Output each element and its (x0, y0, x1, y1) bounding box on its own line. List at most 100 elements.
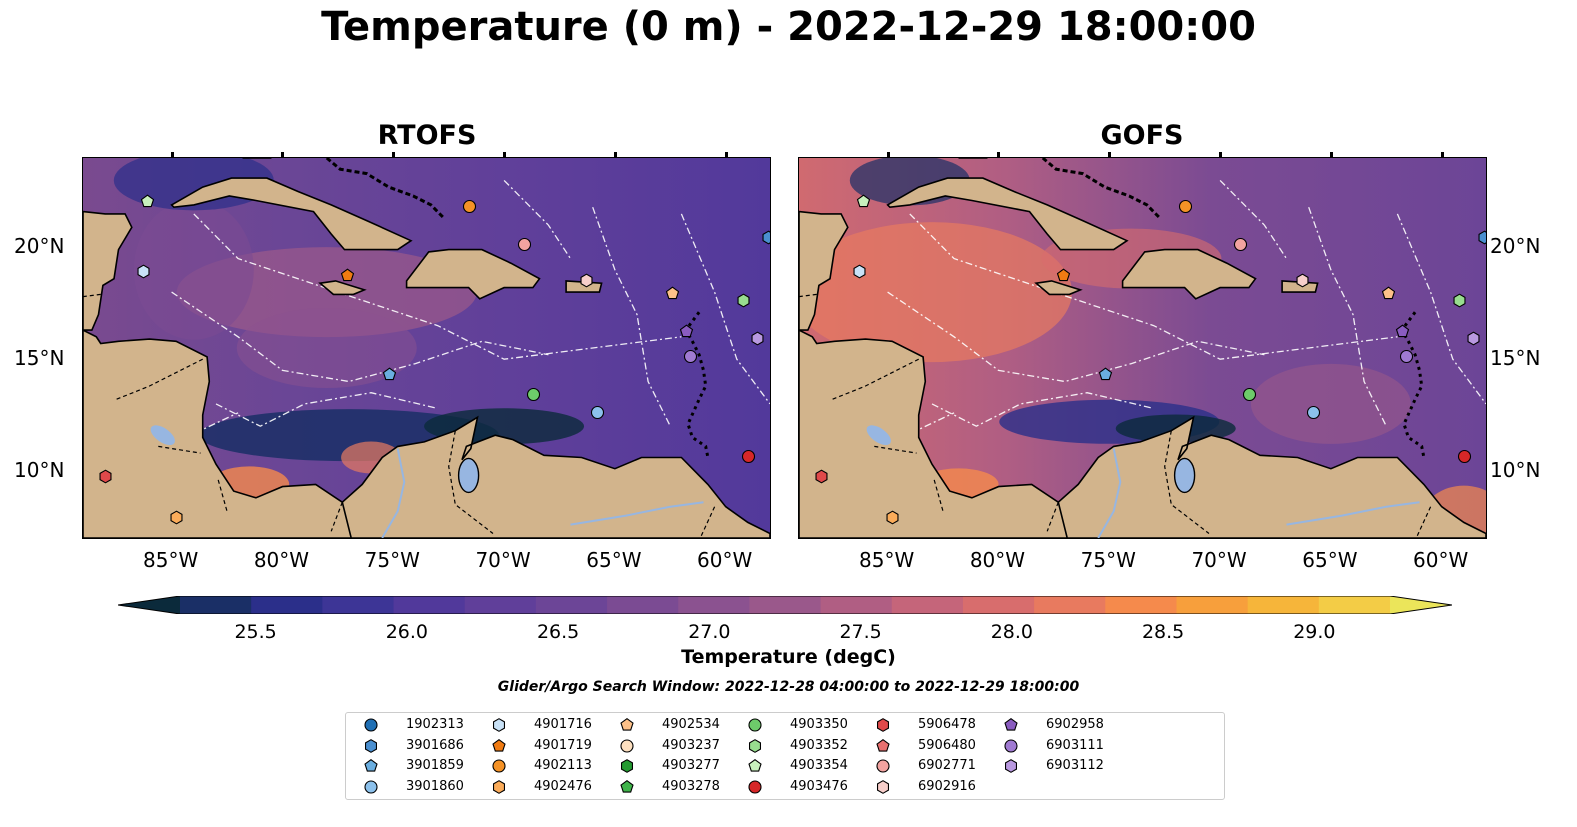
colorbar-tick-label: 25.5 (234, 621, 277, 643)
search-window-text: Glider/Argo Search Window: 2022-12-28 04… (497, 679, 1080, 695)
float-marker-4902113 (1178, 198, 1192, 213)
country-border (158, 445, 201, 454)
float-marker-6903111 (1400, 348, 1414, 363)
colorbar (117, 595, 1453, 615)
lake-maracaibo (1173, 457, 1196, 494)
country-border (1416, 506, 1432, 537)
float-marker-4902113 (462, 198, 476, 213)
lon-tick-mark (170, 152, 174, 158)
yucatan-land (83, 210, 133, 331)
legend-label: 4902476 (534, 778, 592, 794)
eez-boundary (1396, 213, 1486, 405)
legend-label: 6903111 (1046, 737, 1104, 753)
float-legend: 1902313 3901686 3901859 3901860 4901716 49017… (345, 712, 1225, 800)
float-marker-6903111 (684, 348, 698, 363)
bahamas (1041, 158, 1162, 220)
legend-marker-pentagon-icon (620, 718, 634, 731)
country-border (330, 501, 343, 532)
float-marker-5906478 (815, 469, 828, 484)
lon-tick-mark (1108, 152, 1112, 158)
legend-marker-circle-icon (748, 779, 762, 794)
float-marker-6902771 (517, 236, 532, 251)
colorbar-tick-label: 27.5 (839, 621, 882, 643)
eez-boundary (1308, 206, 1387, 427)
lon-tick-mark (724, 152, 728, 158)
eez-boundary (909, 213, 1398, 360)
legend-marker-circle-icon (876, 759, 890, 773)
colorbar-tick-label: 26.0 (385, 621, 429, 643)
float-marker-5906478 (99, 469, 112, 484)
legend-label: 4903277 (662, 758, 720, 773)
legend-label: 4903354 (790, 758, 848, 773)
figure-title: Temperature (0 m) - 2022-12-29 18:00:00 (321, 4, 1256, 50)
legend-label: 4901719 (534, 737, 592, 753)
country-border (83, 293, 101, 298)
river (1097, 448, 1122, 538)
colorbar-bin (464, 596, 537, 614)
eez-boundary (193, 213, 682, 360)
legend-marker-circle-icon (1004, 738, 1018, 753)
river (1286, 501, 1420, 526)
legend-label: 4903350 (790, 717, 848, 732)
colorbar-bin (393, 596, 466, 614)
colorbar-bin (1176, 596, 1249, 614)
legend-marker-circle-icon (492, 759, 506, 773)
lon-tick-mark (392, 152, 396, 158)
lon-tick-label: 60°W (1413, 548, 1469, 572)
lon-tick-label: 75°W (364, 548, 420, 572)
float-marker-4902534 (666, 286, 680, 300)
float-marker-4903354 (141, 194, 155, 208)
float-marker-4903352 (737, 292, 750, 308)
colorbar-tick-label: 27.0 (688, 621, 731, 643)
float-marker-4902476 (886, 509, 899, 525)
legend-label: 1902313 (406, 717, 464, 732)
legend-label: 6902771 (918, 758, 976, 773)
legend-marker-circle-icon (620, 738, 634, 753)
legend-marker-hexagon-icon (492, 718, 506, 732)
hispaniola-land (1121, 248, 1257, 300)
colorbar-label: Temperature (degC) (681, 646, 896, 668)
colorbar-tick-label: 26.5 (536, 621, 580, 643)
country-border (799, 293, 817, 298)
eez-boundary (931, 392, 1154, 427)
lat-tick-label: 20°N (1490, 234, 1541, 259)
float-marker-4903476 (741, 449, 755, 464)
colorbar-bin (1247, 596, 1320, 614)
lon-tick-label: 70°W (475, 548, 531, 572)
eez-boundary (592, 206, 671, 427)
float-marker-6902771 (1233, 236, 1248, 251)
panel-title-rtofs: RTOFS (377, 120, 477, 151)
legend-label: 4902113 (534, 758, 592, 773)
colorbar-bin (251, 596, 323, 614)
lon-tick-label: 60°W (697, 548, 753, 572)
country-border (115, 358, 203, 400)
legend-label: 3901686 (406, 737, 464, 753)
float-marker-3901859 (382, 366, 396, 380)
legend-label: 6903112 (1046, 758, 1104, 773)
legend-label: 5906480 (918, 737, 976, 753)
lat-tick-label: 10°N (14, 457, 65, 482)
lon-tick-label: 75°W (1080, 548, 1136, 572)
legend-label: 4903278 (662, 778, 720, 794)
country-border (831, 358, 919, 400)
eez-boundary (215, 392, 438, 427)
legend-marker-hexagon-icon (748, 738, 762, 753)
eez-boundary (171, 291, 549, 383)
lake-maracaibo (457, 457, 480, 494)
float-marker-6902958 (1395, 324, 1409, 338)
jamaica-land (318, 280, 367, 296)
legend-label: 6902958 (1046, 717, 1104, 732)
colorbar-tick-label: 28.0 (990, 621, 1034, 643)
legend-label: 4903476 (790, 778, 848, 794)
legend-label: 3901859 (406, 758, 464, 773)
lake-nicaragua (866, 425, 891, 446)
lon-tick-mark (1329, 152, 1333, 158)
legend-marker-pentagon-icon (748, 759, 762, 772)
colorbar-bin (820, 596, 893, 614)
legend-label: 3901860 (406, 778, 464, 794)
jamaica-land (1034, 280, 1083, 296)
legend-marker-hexagon-icon (1004, 759, 1018, 773)
float-marker-3901860 (591, 404, 605, 419)
colorbar-extend-high (1390, 596, 1452, 614)
colorbar-bin (678, 596, 751, 614)
